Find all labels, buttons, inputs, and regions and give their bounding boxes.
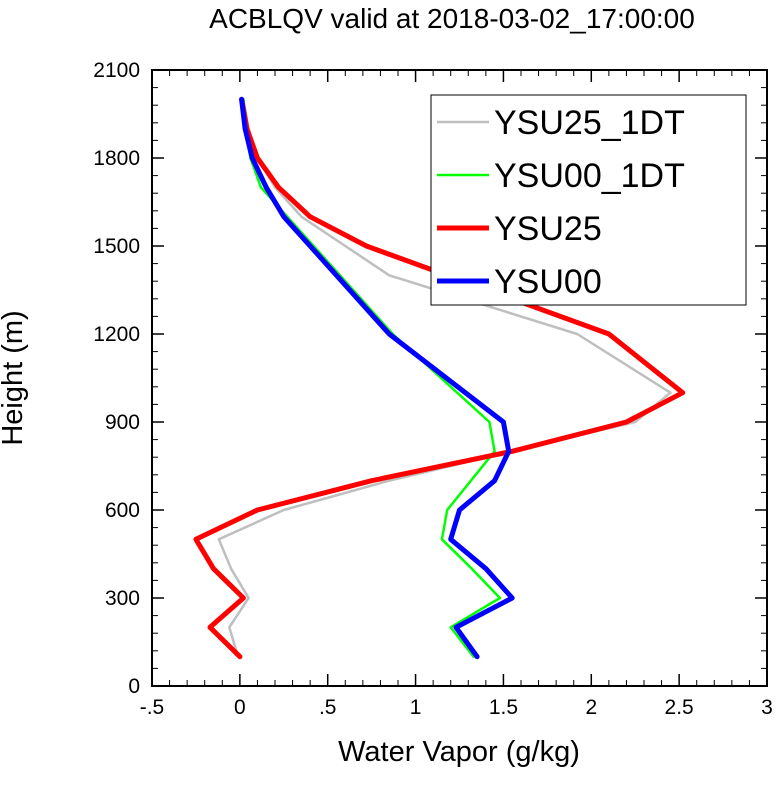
legend-frame [430, 94, 747, 306]
x-tick-label: 1 [410, 696, 422, 719]
y-tick-label: 300 [105, 587, 140, 610]
plot-frame [151, 69, 768, 687]
x-tick-label: 0 [234, 696, 246, 719]
y-tick-label: 2100 [93, 59, 140, 82]
y-tick-label: 1500 [93, 235, 140, 258]
x-tick-label: -.5 [140, 696, 165, 719]
y-tick-label: 0 [128, 675, 140, 698]
x-tick-labels: -.5 0 .5 1 1.5 2 2.5 3 [140, 696, 773, 719]
legend: YSU25_1DT YSU00_1DT YSU25 YSU00 [430, 94, 747, 306]
chart-title: ACBLQV valid at 2018-03-02_17:00:00 [209, 3, 695, 34]
x-tick-label: 3 [761, 696, 773, 719]
x-axis-label: Water Vapor (g/kg) [338, 736, 580, 768]
legend-label-ysu25: YSU25 [494, 210, 602, 248]
x-tick-label: 2.5 [665, 696, 694, 719]
x-tick-label: 1.5 [489, 696, 518, 719]
y-axis-label: Height (m) [0, 310, 29, 445]
legend-label-ysu00: YSU00 [494, 263, 602, 301]
series-lines [193, 96, 686, 660]
series-line-ysu00 [239, 96, 515, 660]
y-tick-label: 1200 [93, 323, 140, 346]
legend-label-ysu25-1dt: YSU25_1DT [494, 104, 685, 142]
y-tick-label: 1800 [93, 147, 140, 170]
series-line-ysu25 [193, 96, 686, 660]
legend-label-ysu00-1dt: YSU00_1DT [494, 157, 685, 195]
y-tick-labels: 0 300 600 900 1200 1500 1800 2100 [93, 59, 140, 698]
y-tick-label: 600 [105, 499, 140, 522]
y-tick-label: 900 [105, 411, 140, 434]
x-tick-label: .5 [319, 696, 337, 719]
x-tick-label: 2 [585, 696, 597, 719]
